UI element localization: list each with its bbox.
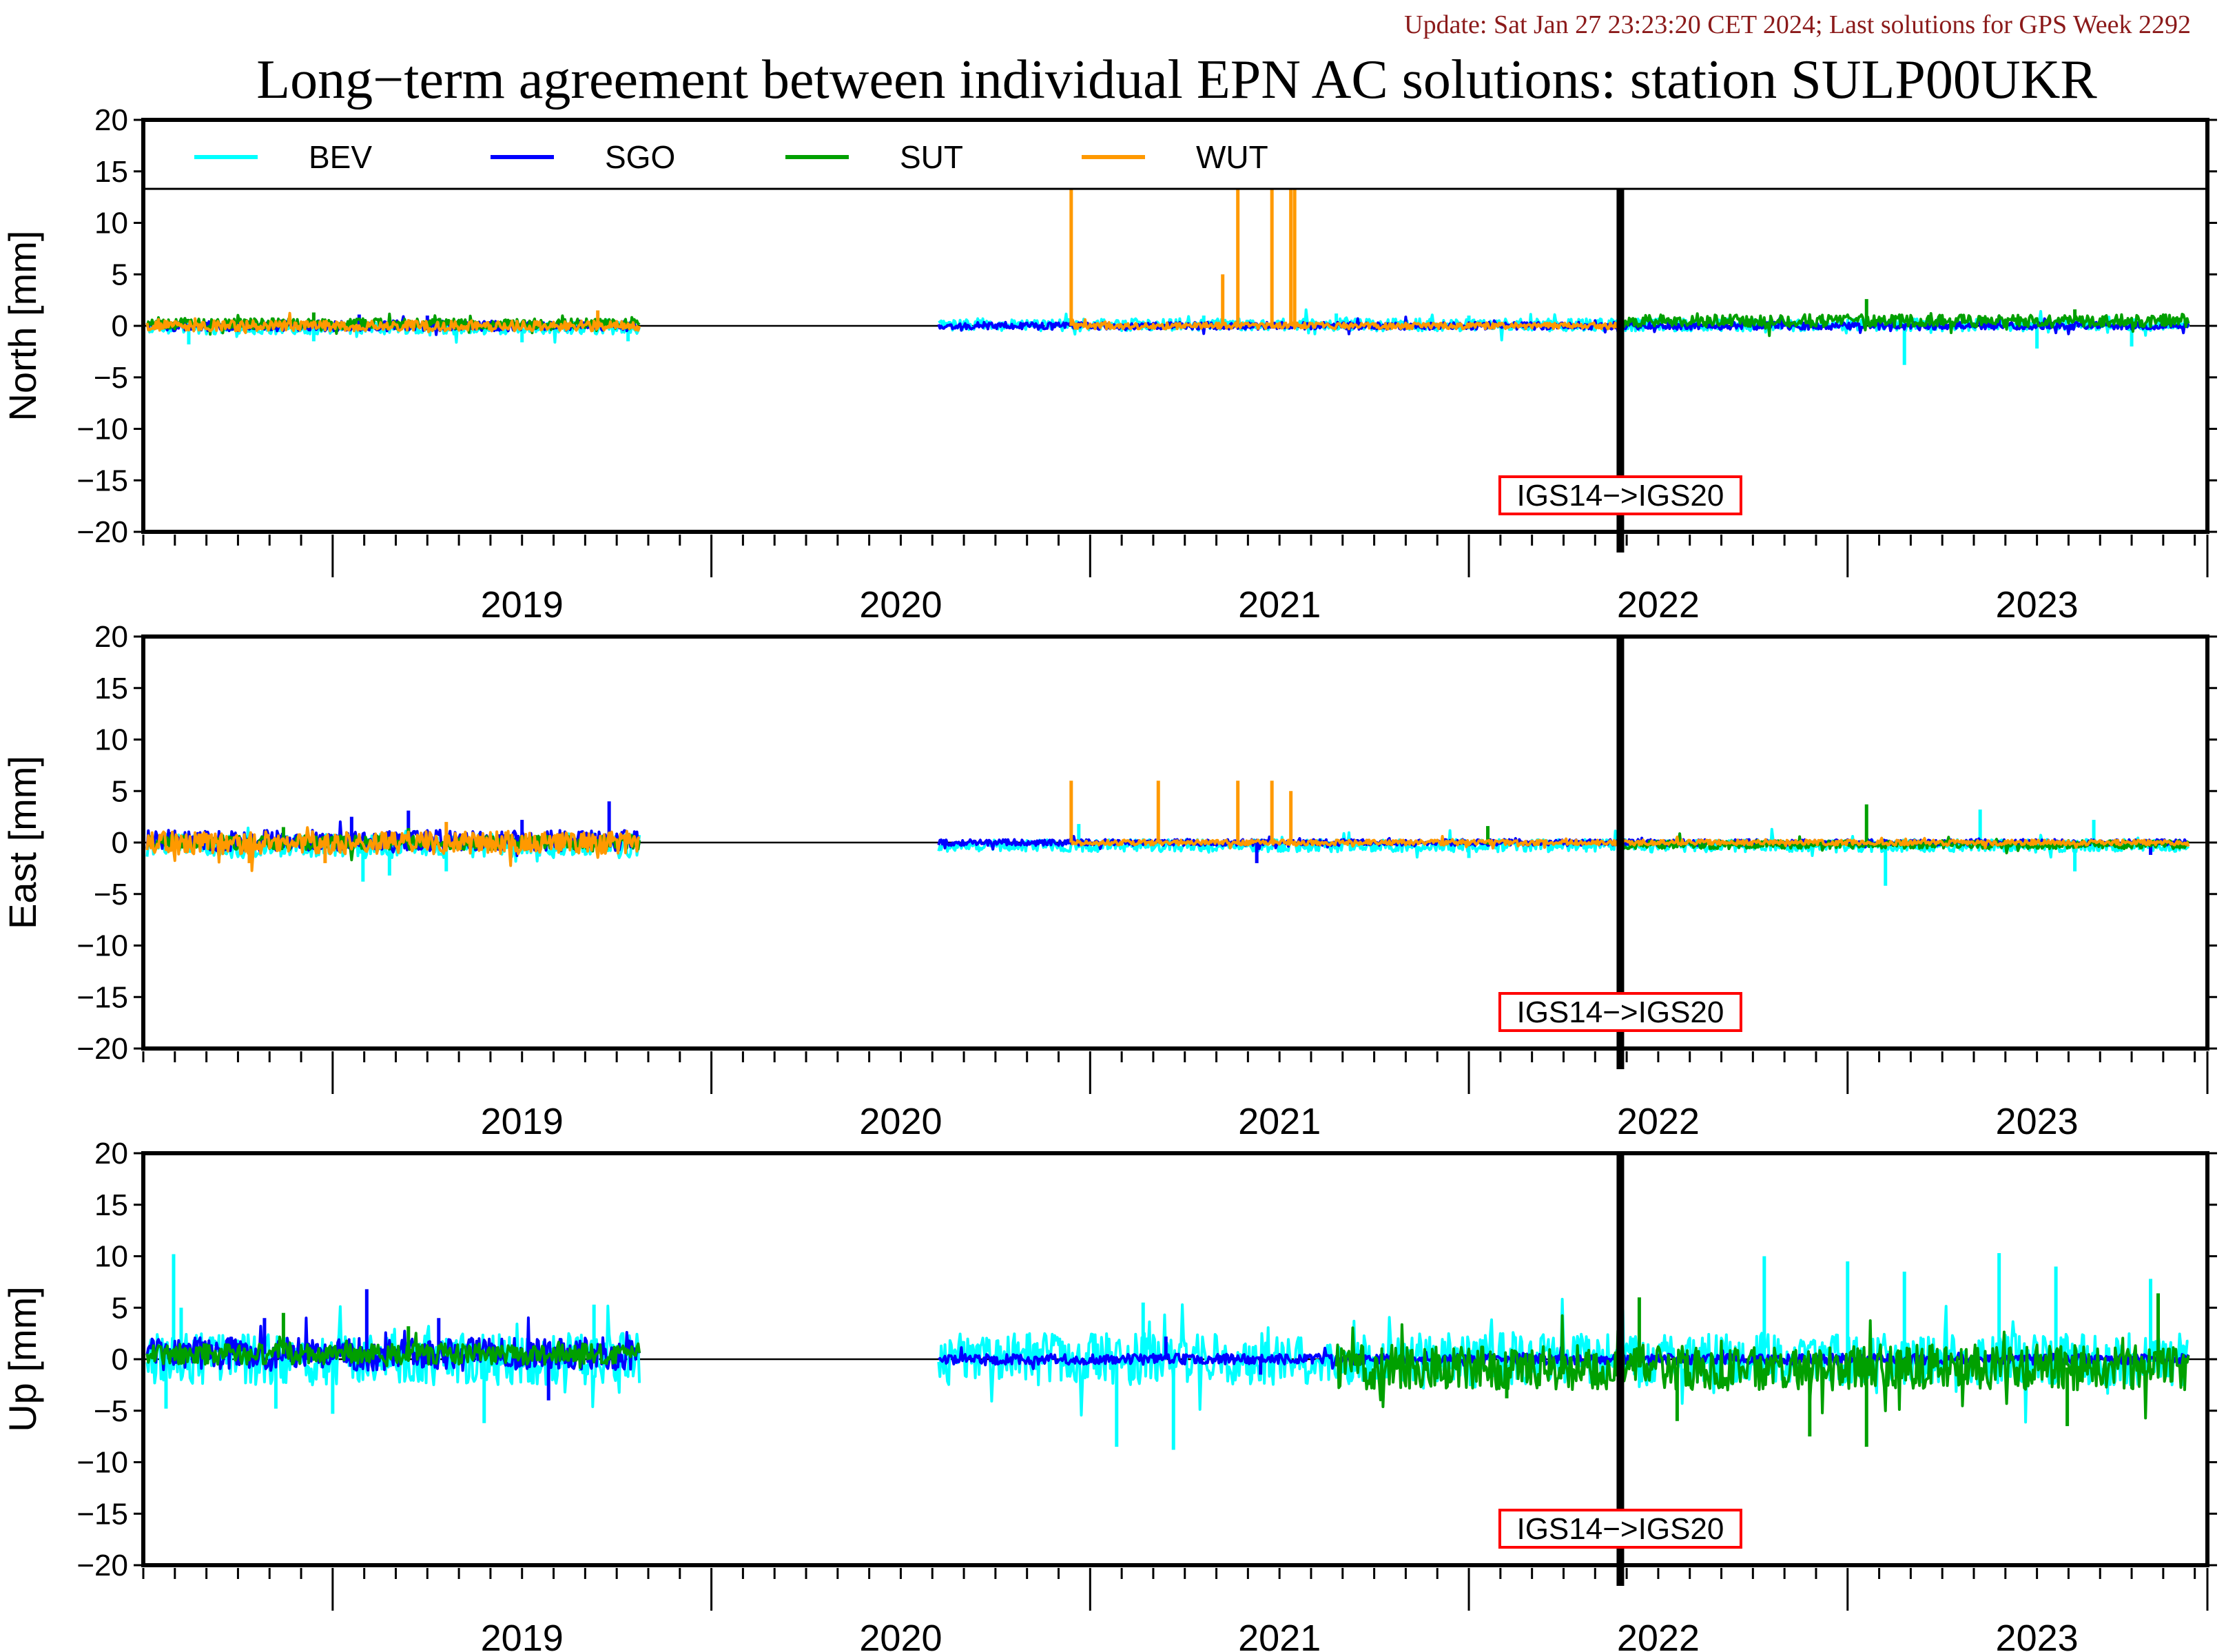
reference-frame-label: IGS14−>IGS20 (1516, 479, 1724, 513)
reference-frame-label: IGS14−>IGS20 (1516, 1512, 1724, 1546)
y-tick-label: −20 (76, 1549, 128, 1582)
legend-label-sgo: SGO (605, 139, 675, 175)
legend-label-sut: SUT (900, 139, 963, 175)
data-series (145, 1253, 2190, 1450)
y-tick-label: −5 (94, 361, 128, 395)
legend-label-wut: WUT (1196, 139, 1268, 175)
x-tick-label: 2019 (481, 1618, 564, 1652)
y-tick-label: 15 (94, 672, 128, 705)
y-axis-label: Up [mm] (1, 1286, 44, 1432)
x-tick-label: 2022 (1617, 1101, 1700, 1142)
y-tick-label: 5 (112, 258, 128, 291)
reference-frame-label: IGS14−>IGS20 (1516, 995, 1724, 1029)
x-tick-label: 2023 (1996, 1101, 2079, 1142)
y-tick-label: −20 (76, 1032, 128, 1066)
x-tick-label: 2022 (1617, 584, 1700, 626)
series-sut-line (1334, 1314, 2190, 1420)
x-tick-label: 2019 (481, 584, 564, 626)
y-tick-label: 20 (94, 103, 128, 137)
series-sut-line (1619, 312, 2190, 338)
y-tick-label: 0 (112, 309, 128, 343)
y-tick-label: −10 (76, 1446, 128, 1480)
y-tick-label: 10 (94, 723, 128, 757)
y-tick-label: 10 (94, 1240, 128, 1274)
x-tick-label: 2020 (859, 1618, 942, 1652)
x-tick-label: 2021 (1238, 584, 1321, 626)
y-tick-label: 0 (112, 826, 128, 860)
series-wut-line (145, 311, 641, 334)
panel-north: BEV SGO SUT WUT IGS14−>IGS20 20 15 10 5 0 −5 −10 −15… (1, 103, 2217, 626)
panel-east: IGS14−>IGS20 20 15 10 5 0 −5 −10 −15 −20 East [mm]… (1, 620, 2217, 1142)
series-sut-line (1619, 832, 2190, 855)
y-tick-label: 0 (112, 1343, 128, 1376)
y-tick-label: −10 (76, 413, 128, 446)
y-tick-label: −5 (94, 878, 128, 911)
y-tick-label: 20 (94, 620, 128, 654)
x-tick-label: 2019 (481, 1101, 564, 1142)
x-tick-label: 2021 (1238, 1101, 1321, 1142)
series-sut-line (145, 1332, 641, 1369)
y-tick-label: −20 (76, 515, 128, 549)
y-tick-label: −5 (94, 1394, 128, 1428)
x-tick-label: 2023 (1996, 584, 2079, 626)
x-tick-label: 2023 (1996, 1618, 2079, 1652)
legend-label-bev: BEV (309, 139, 372, 175)
y-tick-label: 5 (112, 1291, 128, 1325)
data-series (145, 781, 2190, 886)
y-tick-label: 15 (94, 155, 128, 189)
y-tick-label: 10 (94, 207, 128, 240)
y-tick-label: 20 (94, 1137, 128, 1170)
update-text: Update: Sat Jan 27 23:23:20 CET 2024; La… (1404, 10, 2191, 39)
series-wut-line (1071, 835, 2190, 850)
legend-band (143, 120, 2207, 189)
x-tick-label: 2020 (859, 584, 942, 626)
panel-up: IGS14−>IGS20 20 15 10 5 0 −5 −10 −15 −20 Up [mm] 20… (1, 1137, 2217, 1652)
y-tick-label: −15 (76, 1497, 128, 1531)
x-tick-label: 2022 (1617, 1618, 1700, 1652)
y-tick-label: 5 (112, 774, 128, 808)
y-tick-label: −15 (76, 980, 128, 1014)
series-wut-line (145, 826, 641, 872)
y-tick-label: −10 (76, 929, 128, 963)
chart-title: Long−term agreement between individual E… (256, 50, 2097, 110)
x-tick-label: 2021 (1238, 1618, 1321, 1652)
y-tick-label: −15 (76, 464, 128, 497)
x-tick-label: 2020 (859, 1101, 942, 1142)
panels: BEV SGO SUT WUT IGS14−>IGS20 20 15 10 5 0 −5 −10 −15… (1, 103, 2217, 1652)
y-axis-label: East [mm] (1, 756, 44, 929)
series-wut-line (1069, 318, 1622, 331)
reference-frame-box (1498, 1509, 1742, 1549)
reference-frame-box (1498, 475, 1742, 515)
y-tick-label: 15 (94, 1188, 128, 1222)
reference-frame-box (1498, 992, 1742, 1032)
y-axis-label: North [mm] (1, 231, 44, 422)
